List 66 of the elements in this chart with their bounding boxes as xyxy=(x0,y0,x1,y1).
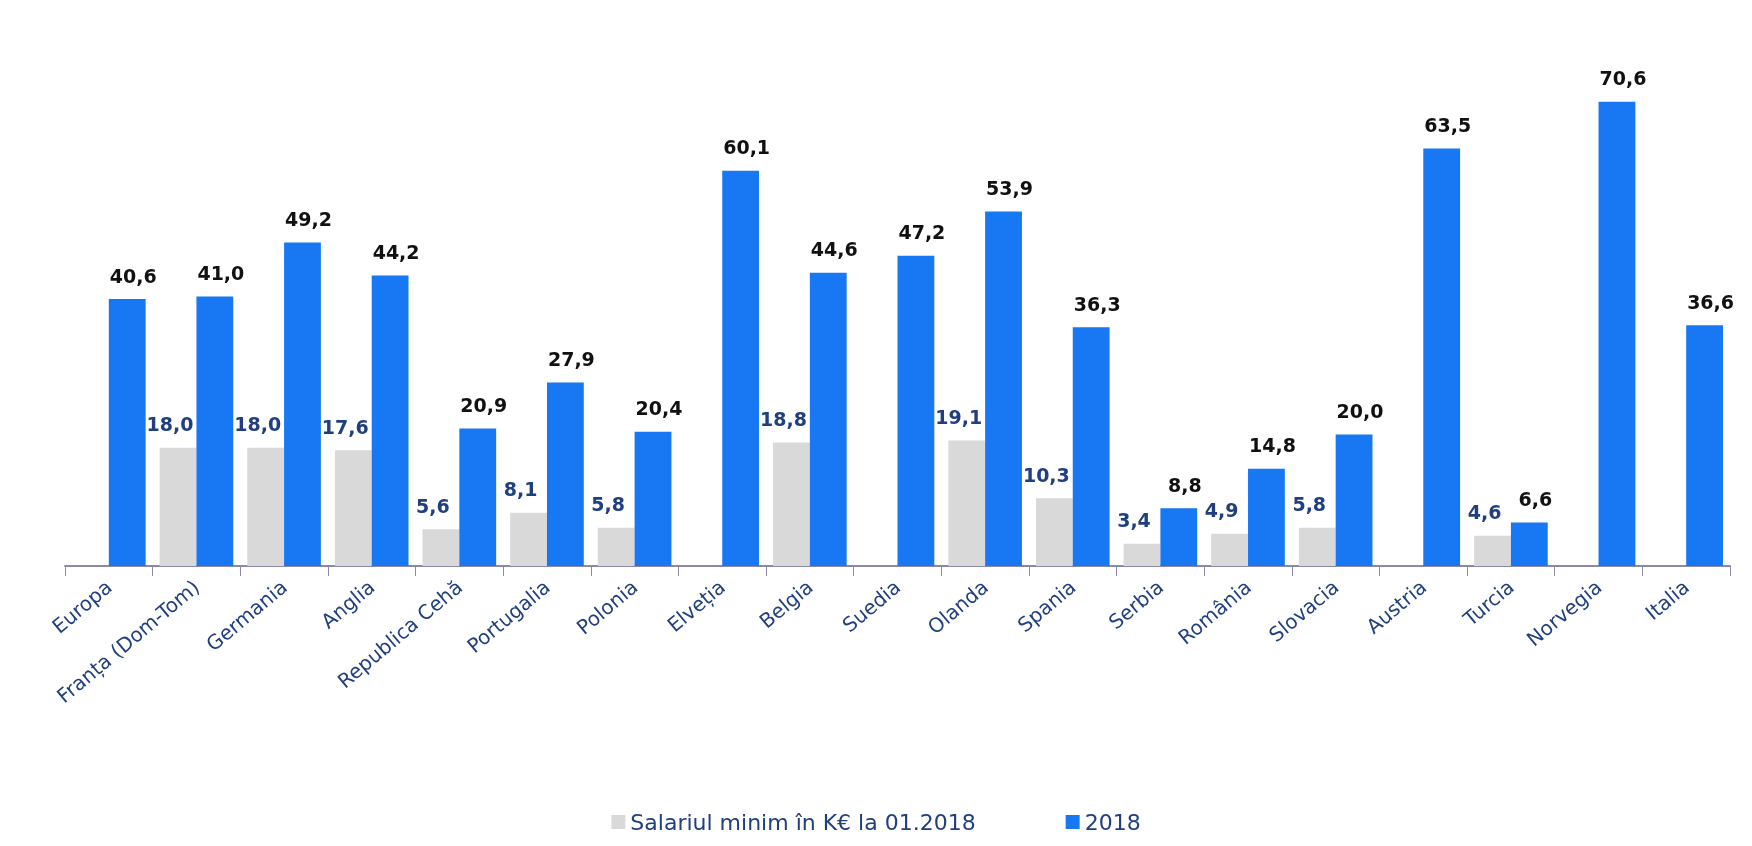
bar xyxy=(422,529,460,566)
bar xyxy=(108,299,146,566)
bar xyxy=(634,431,672,566)
data-label: 6,6 xyxy=(1518,488,1553,511)
bar xyxy=(1510,522,1548,566)
data-label: 20,9 xyxy=(460,394,508,417)
bar xyxy=(985,211,1022,566)
data-label: 5,8 xyxy=(1292,493,1327,516)
bar xyxy=(1211,533,1249,566)
bar xyxy=(1686,325,1723,566)
bar xyxy=(1298,527,1336,566)
bar xyxy=(948,440,986,566)
data-label: 18,0 xyxy=(234,413,282,436)
bar xyxy=(897,255,935,566)
data-label: 36,3 xyxy=(1073,292,1121,315)
bar xyxy=(1160,508,1198,566)
data-label: 40,6 xyxy=(109,264,157,287)
data-label: 63,5 xyxy=(1424,113,1472,136)
data-label: 18,0 xyxy=(146,413,194,436)
data-label: 10,3 xyxy=(1022,463,1070,486)
data-label: 70,6 xyxy=(1599,67,1647,90)
data-label: 3,4 xyxy=(1117,509,1151,532)
bar xyxy=(597,527,635,566)
data-label: 44,2 xyxy=(372,240,420,263)
data-label: 47,2 xyxy=(898,221,946,244)
data-label: 5,8 xyxy=(591,493,626,516)
legend-label: 2018 xyxy=(1084,809,1141,835)
data-label: 20,4 xyxy=(635,397,683,420)
bar xyxy=(1123,543,1161,566)
bar xyxy=(371,275,409,566)
data-label: 8,8 xyxy=(1167,473,1202,496)
data-label: 41,0 xyxy=(197,261,245,284)
bar xyxy=(1072,327,1110,566)
bar xyxy=(1474,535,1511,566)
data-label: 18,8 xyxy=(760,407,807,430)
data-label: 44,6 xyxy=(810,238,858,261)
bar xyxy=(159,447,197,566)
data-label: 17,6 xyxy=(321,415,369,438)
bar xyxy=(1335,434,1373,566)
data-label: 4,9 xyxy=(1204,499,1239,522)
bar xyxy=(1248,468,1285,566)
legend-label: Salariul minim în K€ la 01.2018 xyxy=(630,809,976,835)
data-label: 60,1 xyxy=(723,136,771,159)
bar xyxy=(1598,101,1636,566)
bar xyxy=(546,382,584,566)
bar xyxy=(722,170,760,566)
bar xyxy=(809,272,847,566)
bar xyxy=(247,447,285,566)
bar xyxy=(284,242,321,566)
bar xyxy=(510,512,547,566)
data-label: 20,0 xyxy=(1336,400,1384,422)
bar xyxy=(196,296,234,566)
data-label: 8,1 xyxy=(503,478,538,501)
data-label: 14,8 xyxy=(1248,434,1296,457)
bar xyxy=(334,450,372,566)
data-label: 27,9 xyxy=(547,348,595,371)
data-label: 19,1 xyxy=(935,405,983,428)
bar xyxy=(1423,148,1461,566)
data-label: 49,2 xyxy=(285,208,332,231)
bar xyxy=(459,428,497,566)
data-label: 4,6 xyxy=(1467,501,1502,524)
data-label: 5,6 xyxy=(416,494,450,517)
bar xyxy=(773,442,810,566)
bar xyxy=(1035,498,1073,566)
data-label: 36,6 xyxy=(1687,290,1735,313)
data-label: 53,9 xyxy=(986,177,1033,200)
